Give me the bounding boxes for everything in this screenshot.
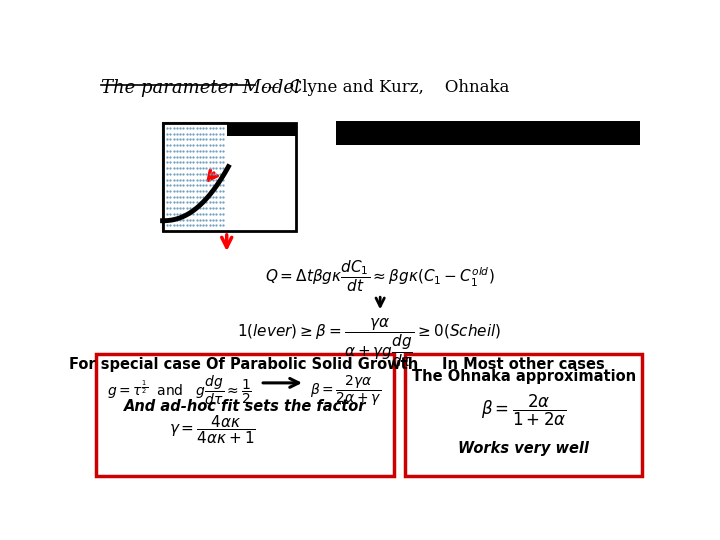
Text: $g = \tau^{\frac{1}{2}}$  and   $g\dfrac{dg}{d\tau} \approx \dfrac{1}{2}$: $g = \tau^{\frac{1}{2}}$ and $g\dfrac{dg… bbox=[107, 373, 252, 407]
Text: $\beta = \dfrac{2\alpha}{1 + 2\alpha}$: $\beta = \dfrac{2\alpha}{1 + 2\alpha}$ bbox=[481, 393, 567, 429]
Bar bbox=[96, 354, 394, 476]
Text: The Ohnaka approximation: The Ohnaka approximation bbox=[412, 369, 636, 384]
Text: Works very well: Works very well bbox=[458, 441, 589, 456]
Text: $\beta = \dfrac{2\gamma\alpha}{2\alpha + \gamma}$: $\beta = \dfrac{2\gamma\alpha}{2\alpha +… bbox=[310, 373, 382, 408]
Text: $Q = \Delta t\beta g\kappa \dfrac{dC_1}{dt} \approx \beta g\kappa (C_1 - C_1^{ol: $Q = \Delta t\beta g\kappa \dfrac{dC_1}{… bbox=[265, 258, 495, 294]
Text: $1(lever) \geq \beta = \dfrac{\gamma\alpha}{\alpha + \gamma g \dfrac{dg}{d\tau}}: $1(lever) \geq \beta = \dfrac{\gamma\alp… bbox=[237, 316, 501, 369]
Bar bbox=[163, 123, 227, 231]
Bar bbox=[405, 354, 642, 476]
Text: For special case Of Parabolic Solid Growth: For special case Of Parabolic Solid Grow… bbox=[69, 357, 418, 372]
Text: In Most other cases: In Most other cases bbox=[442, 357, 605, 372]
Text: ---  Clyne and Kurz,    Ohnaka: --- Clyne and Kurz, Ohnaka bbox=[258, 79, 510, 96]
Text: $\gamma = \dfrac{4\alpha\kappa}{4\alpha\kappa + 1}$: $\gamma = \dfrac{4\alpha\kappa}{4\alpha\… bbox=[169, 413, 256, 446]
Bar bbox=[163, 123, 297, 231]
Text: The parameter Model: The parameter Model bbox=[101, 79, 300, 97]
Text: And ad-hoc fit sets the factor: And ad-hoc fit sets the factor bbox=[124, 399, 366, 414]
Bar bbox=[336, 120, 639, 145]
Bar bbox=[227, 123, 297, 136]
